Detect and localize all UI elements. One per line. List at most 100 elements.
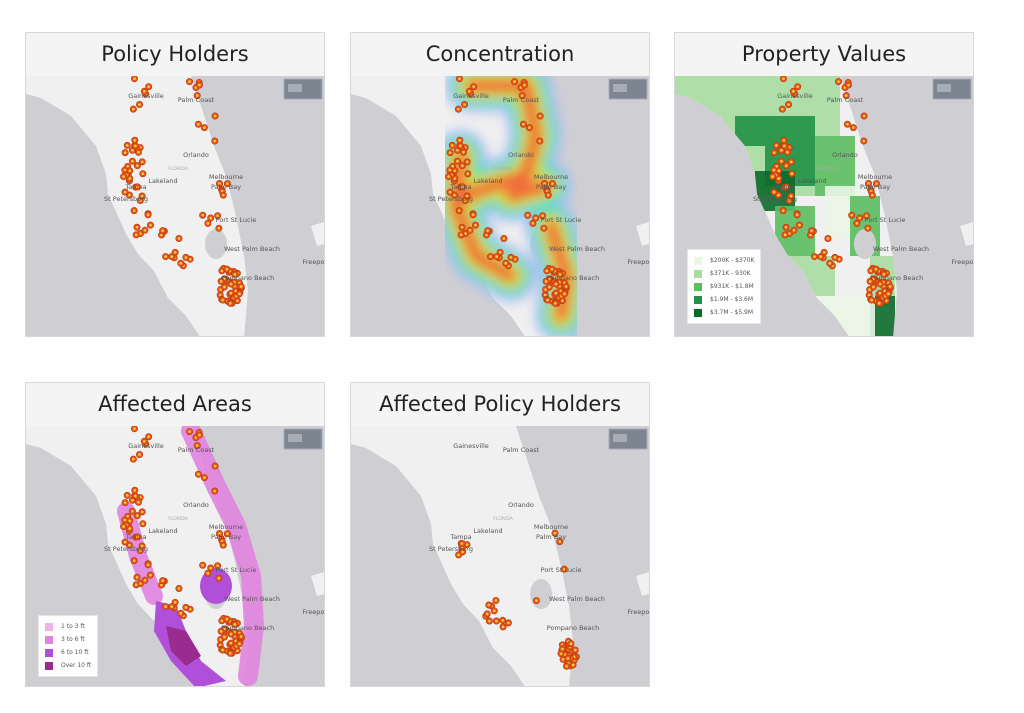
policy-holder-marker[interactable] <box>446 188 454 196</box>
policy-holder-marker[interactable] <box>121 149 129 157</box>
policy-holder-marker[interactable] <box>204 569 212 577</box>
policy-holder-marker[interactable] <box>219 646 227 654</box>
map-affected-areas[interactable]: Gainesville Palm Coast Orlando FLORIDA Lakel… <box>26 426 324 686</box>
policy-holder-marker[interactable] <box>880 270 888 278</box>
policy-holder-marker[interactable] <box>237 283 245 291</box>
policy-holder-marker[interactable] <box>770 149 778 157</box>
policy-holder-marker[interactable] <box>144 561 152 569</box>
policy-holder-marker[interactable] <box>214 562 222 570</box>
policy-holder-marker[interactable] <box>835 78 843 86</box>
policy-holder-marker[interactable] <box>186 428 194 436</box>
policy-holder-marker[interactable] <box>543 267 551 275</box>
policy-holder-marker[interactable] <box>128 157 136 165</box>
policy-holder-marker[interactable] <box>811 253 819 261</box>
policy-holder-marker[interactable] <box>826 259 834 267</box>
policy-holder-marker[interactable] <box>138 508 146 516</box>
policy-holder-marker[interactable] <box>200 124 208 132</box>
policy-holder-marker[interactable] <box>869 283 877 291</box>
policy-holder-marker[interactable] <box>484 227 492 235</box>
policy-holder-marker[interactable] <box>781 231 789 239</box>
policy-holder-marker[interactable] <box>779 76 787 83</box>
policy-holder-marker[interactable] <box>780 136 788 144</box>
policy-holder-marker[interactable] <box>123 491 131 499</box>
policy-holder-marker[interactable] <box>134 148 142 156</box>
policy-holder-marker[interactable] <box>217 277 225 285</box>
policy-holder-marker[interactable] <box>860 137 868 145</box>
map-concentration[interactable]: Gainesville Palm Coast Orlando FLORIDA Lakel… <box>351 76 649 336</box>
policy-holder-marker[interactable] <box>120 523 128 531</box>
policy-holder-marker[interactable] <box>219 191 227 199</box>
policy-holder-marker[interactable] <box>145 433 153 441</box>
policy-holder-marker[interactable] <box>788 170 796 178</box>
policy-holder-marker[interactable] <box>463 192 471 200</box>
policy-holder-marker[interactable] <box>536 112 544 120</box>
policy-holder-marker[interactable] <box>458 183 466 191</box>
policy-holder-marker[interactable] <box>131 136 139 144</box>
policy-holder-marker[interactable] <box>120 173 128 181</box>
policy-holder-marker[interactable] <box>848 211 856 219</box>
policy-holder-marker[interactable] <box>195 81 203 89</box>
policy-holder-marker[interactable] <box>121 499 129 507</box>
policy-holder-marker[interactable] <box>186 78 194 86</box>
policy-holder-marker[interactable] <box>556 538 564 546</box>
policy-holder-marker[interactable] <box>128 507 136 515</box>
policy-holder-marker[interactable] <box>204 219 212 227</box>
policy-holder-marker[interactable] <box>782 223 790 231</box>
policy-holder-marker[interactable] <box>130 207 138 215</box>
policy-holder-marker[interactable] <box>223 265 231 273</box>
policy-holder-marker[interactable] <box>843 120 851 128</box>
policy-holder-marker[interactable] <box>485 617 493 625</box>
basemap-thumbnail-icon[interactable] <box>283 78 323 100</box>
policy-holder-marker[interactable] <box>770 188 778 196</box>
policy-holder-marker[interactable] <box>131 486 139 494</box>
policy-holder-marker[interactable] <box>863 212 871 220</box>
policy-holder-marker[interactable] <box>492 617 500 625</box>
policy-holder-marker[interactable] <box>182 603 190 611</box>
policy-holder-marker[interactable] <box>227 280 235 288</box>
policy-holder-marker[interactable] <box>223 180 231 188</box>
policy-holder-marker[interactable] <box>458 162 466 170</box>
policy-holder-marker[interactable] <box>545 283 553 291</box>
policy-holder-marker[interactable] <box>129 105 137 113</box>
policy-holder-marker[interactable] <box>121 188 129 196</box>
policy-holder-marker[interactable] <box>177 609 185 617</box>
policy-holder-marker[interactable] <box>849 124 857 132</box>
policy-holder-marker[interactable] <box>139 520 147 528</box>
policy-holder-marker[interactable] <box>471 221 479 229</box>
policy-holder-marker[interactable] <box>532 214 540 222</box>
policy-holder-marker[interactable] <box>824 234 832 242</box>
policy-holder-marker[interactable] <box>448 141 456 149</box>
policy-holder-marker[interactable] <box>226 299 234 307</box>
policy-holder-marker[interactable] <box>132 231 140 239</box>
policy-holder-marker[interactable] <box>139 170 147 178</box>
policy-holder-marker[interactable] <box>215 224 223 232</box>
policy-holder-marker[interactable] <box>237 633 245 641</box>
policy-holder-marker[interactable] <box>868 296 876 304</box>
policy-holder-marker[interactable] <box>519 120 527 128</box>
policy-holder-marker[interactable] <box>875 299 883 307</box>
policy-holder-marker[interactable] <box>175 234 183 242</box>
policy-holder-marker[interactable] <box>532 597 540 605</box>
policy-holder-marker[interactable] <box>540 224 548 232</box>
policy-holder-marker[interactable] <box>500 234 508 242</box>
policy-holder-marker[interactable] <box>453 157 461 165</box>
policy-holder-marker[interactable] <box>864 224 872 232</box>
policy-holder-marker[interactable] <box>769 173 777 181</box>
policy-holder-marker[interactable] <box>454 105 462 113</box>
policy-holder-marker[interactable] <box>217 627 225 635</box>
policy-holder-marker[interactable] <box>211 137 219 145</box>
policy-holder-marker[interactable] <box>548 265 556 273</box>
policy-holder-marker[interactable] <box>121 538 129 546</box>
policy-holder-marker[interactable] <box>215 574 223 582</box>
policy-holder-marker[interactable] <box>223 615 231 623</box>
policy-holder-marker[interactable] <box>227 289 235 297</box>
policy-holder-marker[interactable] <box>872 180 880 188</box>
policy-holder-marker[interactable] <box>548 180 556 188</box>
policy-holder-marker[interactable] <box>144 211 152 219</box>
policy-holder-marker[interactable] <box>138 158 146 166</box>
policy-holder-marker[interactable] <box>483 610 491 618</box>
policy-holder-marker[interactable] <box>868 191 876 199</box>
policy-holder-marker[interactable] <box>504 619 512 627</box>
policy-holder-marker[interactable] <box>445 173 453 181</box>
policy-holder-marker[interactable] <box>794 83 802 91</box>
